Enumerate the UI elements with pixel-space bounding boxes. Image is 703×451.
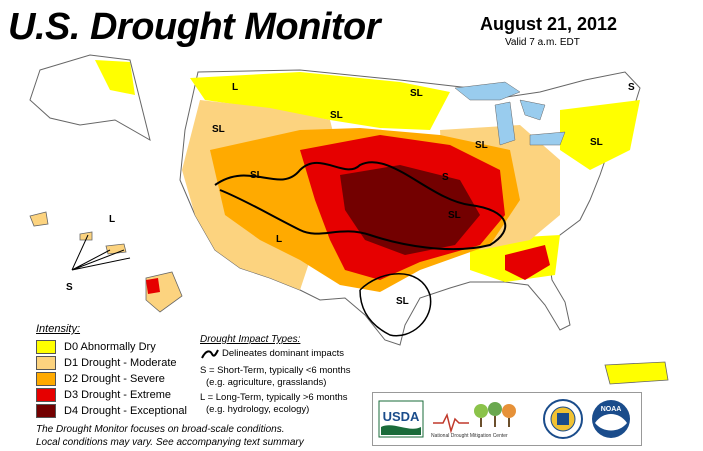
usda-logo-text: USDA — [383, 409, 420, 424]
map-label-sl: SL — [250, 170, 263, 181]
legend-swatch — [36, 339, 56, 354]
hawaii-islands — [29, 211, 183, 313]
valid-time: Valid 7 a.m. EDT — [505, 37, 580, 48]
hawaii-pointer-lines — [71, 234, 131, 271]
puerto-rico — [604, 361, 669, 385]
legend-label: D3 Drought - Extreme — [64, 388, 171, 401]
footnote-line-1: The Drought Monitor focuses on broad-sca… — [36, 424, 285, 435]
ndmc-logo-text: National Drought Mitigation Center — [431, 433, 508, 439]
impact-long-term: L = Long-Term, typically >6 months — [200, 392, 348, 403]
legend-item-d2: D2 Drought - Severe — [36, 371, 165, 386]
map-label-s: S — [628, 82, 635, 93]
map-label-sl: SL — [212, 124, 225, 135]
map-date: August 21, 2012 — [480, 14, 618, 34]
map-label-l: L — [232, 82, 238, 93]
logos-svg: USDA National Drought Mitigation Center … — [378, 399, 630, 439]
map-label-sl: SL — [410, 88, 423, 99]
legend-title: Intensity: — [36, 323, 81, 335]
map-title: U.S. Drought Monitor — [8, 6, 381, 48]
d3-area-georgia — [505, 245, 550, 280]
legend-item-d4: D4 Drought - Exceptional — [36, 403, 187, 418]
ndmc-logo: National Drought Mitigation Center — [431, 402, 516, 439]
great-lakes — [454, 81, 566, 146]
map-label-s: S — [442, 172, 449, 183]
alaska-outline — [29, 54, 151, 142]
map-label-sl: SL — [590, 137, 603, 148]
impact-boundary-line-south — [359, 273, 432, 337]
map-label-l: L — [276, 234, 282, 245]
map-label-s: S — [66, 282, 73, 293]
legend-item-d1: D1 Drought - Moderate — [36, 355, 177, 370]
map-label-l: L — [109, 214, 115, 225]
map-label-sl: SL — [448, 210, 461, 221]
legend-swatch — [36, 371, 56, 386]
impact-line-icon — [201, 349, 219, 359]
impact-long-term-example: (e.g. hydrology, ecology) — [206, 404, 310, 415]
impact-short-term: S = Short-Term, typically <6 months — [200, 365, 351, 376]
legend-label: D4 Drought - Exceptional — [64, 404, 187, 417]
d0-area-north — [190, 72, 450, 130]
legend-item-d0: D0 Abnormally Dry — [36, 339, 156, 354]
impact-types-title: Drought Impact Types: — [200, 334, 301, 345]
hawaii-d3-area — [146, 278, 160, 294]
map-label-sl: SL — [396, 296, 409, 307]
impact-short-term-example: (e.g. agriculture, grasslands) — [206, 377, 327, 388]
d0-area-northeast — [560, 100, 640, 170]
logo-panel: USDA National Drought Mitigation Center … — [372, 392, 642, 446]
usda-logo: USDA — [378, 400, 424, 438]
commerce-seal-icon — [543, 399, 583, 439]
legend-swatch — [36, 403, 56, 418]
legend-label: D0 Abnormally Dry — [64, 340, 156, 353]
legend-swatch — [36, 387, 56, 402]
legend-swatch — [36, 355, 56, 370]
footnote-line-2: Local conditions may vary. See accompany… — [36, 437, 304, 448]
impact-line-desc: Delineates dominant impacts — [222, 348, 344, 359]
alaska-d0-area — [95, 60, 135, 95]
map-label-sl: SL — [330, 110, 343, 121]
legend-label: D1 Drought - Moderate — [64, 356, 177, 369]
legend-label: D2 Drought - Severe — [64, 372, 165, 385]
d4-area — [340, 165, 480, 255]
map-label-sl: SL — [475, 140, 488, 151]
impact-boundary-line — [214, 161, 507, 251]
noaa-logo-text: NOAA — [601, 406, 622, 413]
noaa-logo: NOAA — [592, 400, 630, 438]
legend-item-d3: D3 Drought - Extreme — [36, 387, 171, 402]
